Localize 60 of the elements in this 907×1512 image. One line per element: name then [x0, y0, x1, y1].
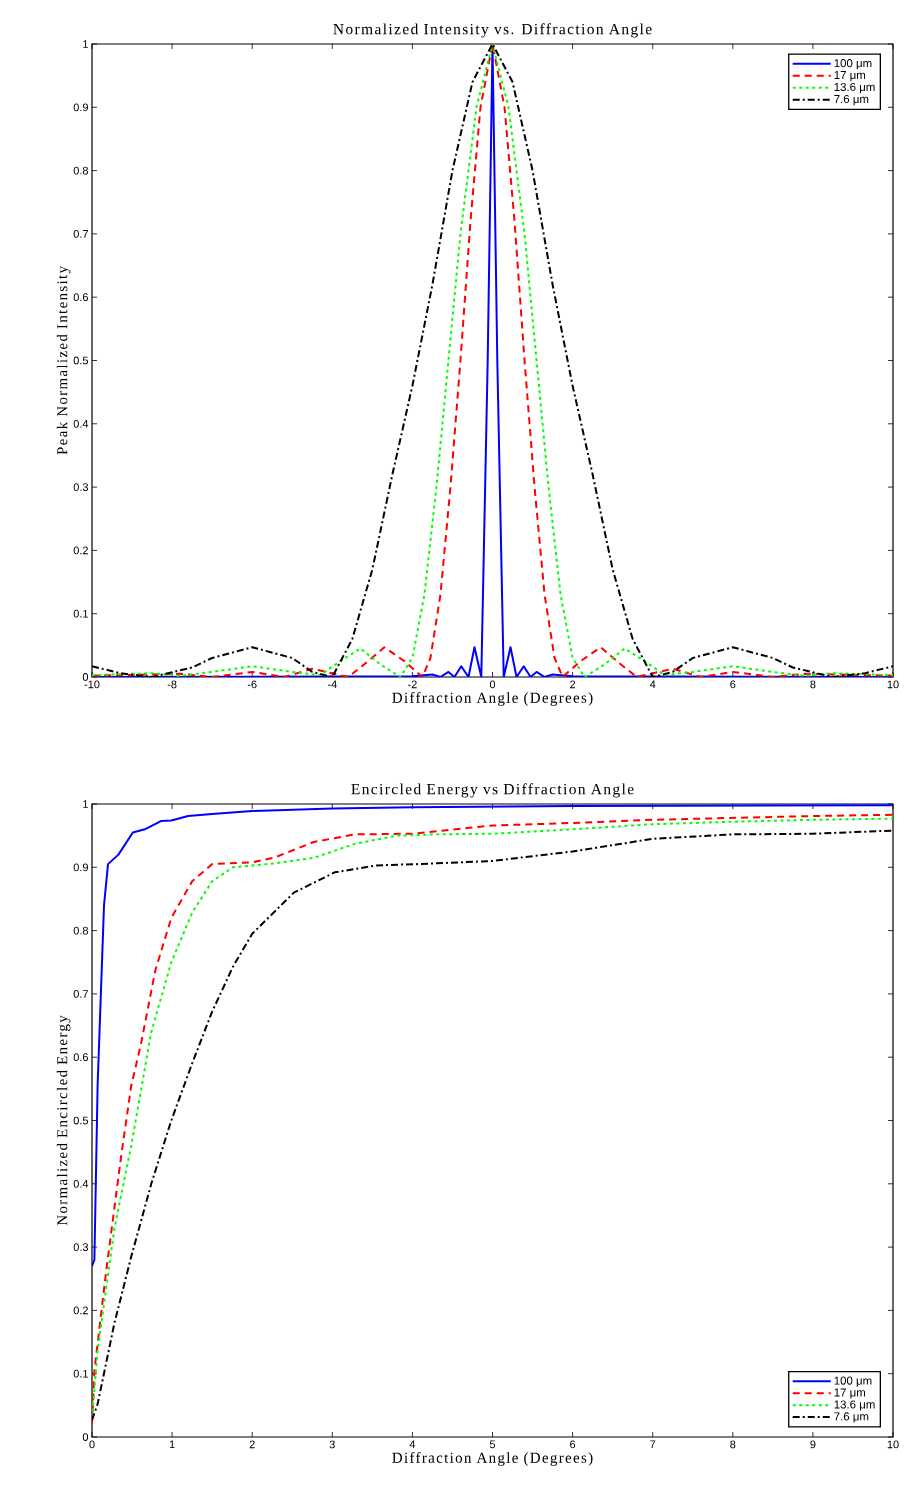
- y-tick-label: 0.7: [73, 990, 88, 998]
- y-tick-label: 0.9: [73, 103, 88, 112]
- x-tick-label: 5: [489, 1440, 496, 1449]
- y-tick-label: 0.1: [73, 1369, 88, 1378]
- y-tick-label: 0.9: [73, 863, 88, 872]
- x-tick-label: 1: [169, 1440, 175, 1449]
- x-tick-label: 0: [489, 680, 496, 689]
- x-tick-label: 2: [570, 680, 576, 689]
- y-tick-label: 0.2: [73, 1306, 88, 1315]
- legend-label: 13.6 μm: [834, 82, 875, 94]
- x-tick-label: 10: [887, 680, 899, 689]
- chart-title: Encircled Energy vs Diffraction Angle: [351, 783, 634, 798]
- legend-label: 7.6 μm: [834, 94, 869, 106]
- x-tick-label: -2: [408, 680, 417, 689]
- x-tick-label: 10: [887, 1440, 899, 1449]
- y-tick-label: 0.6: [73, 293, 88, 302]
- x-tick-label: 6: [570, 1440, 576, 1449]
- y-tick-label: 0.7: [73, 230, 88, 238]
- legend-label: 100 μm: [834, 1376, 872, 1387]
- y-tick-label: 0.2: [73, 546, 88, 555]
- x-tick-label: -8: [167, 680, 177, 689]
- x-tick-label: 8: [810, 680, 816, 689]
- x-axis-title: Diffraction Angle (Degrees): [392, 692, 593, 706]
- x-tick-label: 2: [249, 1440, 255, 1449]
- legend-label: 17 μm: [834, 71, 866, 82]
- y-tick-label: 0.3: [73, 1243, 88, 1251]
- y-tick-label: 0.8: [73, 166, 88, 175]
- x-tick-label: 7: [650, 1440, 656, 1449]
- legend-label: 7.6 μm: [834, 1412, 869, 1423]
- y-tick-label: 0.5: [73, 356, 89, 365]
- y-tick-label: 0.6: [73, 1053, 88, 1062]
- x-tick-label: 4: [409, 1440, 416, 1449]
- chart-title: Normalized Intensity vs. Diffraction Angle: [333, 23, 652, 38]
- y-axis-title: Peak Normalized Intensity: [56, 266, 71, 455]
- y-axis-title: Normalized Encircled Energy: [56, 1015, 71, 1226]
- y-tick-label: 0.5: [73, 1116, 89, 1125]
- y-tick-label: 1: [83, 40, 88, 48]
- x-tick-label: 6: [730, 680, 736, 689]
- y-tick-label: 0.3: [73, 483, 88, 491]
- y-tick-label: 0.1: [73, 609, 88, 618]
- y-tick-label: 0.4: [73, 419, 89, 428]
- y-tick-label: 0: [82, 673, 89, 681]
- x-tick-label: 4: [649, 680, 656, 689]
- legend-label: 13.6 μm: [834, 1400, 875, 1411]
- x-tick-label: 0: [89, 1440, 95, 1449]
- x-tick-label: -6: [247, 680, 257, 689]
- y-tick-label: 0: [82, 1433, 89, 1441]
- x-tick-label: 3: [329, 1440, 335, 1449]
- x-tick-label: -4: [327, 680, 337, 689]
- x-axis-title: Diffraction Angle (Degrees): [392, 1452, 593, 1466]
- line-series: [92, 43, 894, 677]
- legend-label: 17 μm: [834, 1388, 866, 1399]
- x-tick-label: 9: [810, 1440, 816, 1449]
- y-tick-label: 0.8: [73, 926, 88, 935]
- y-tick-label: 1: [83, 800, 88, 808]
- legend-label: 100 μm: [834, 59, 872, 70]
- x-tick-label: 8: [730, 1440, 736, 1449]
- line-series: [92, 804, 894, 1268]
- y-tick-label: 0.4: [73, 1179, 89, 1188]
- x-tick-label: -10: [84, 680, 100, 689]
